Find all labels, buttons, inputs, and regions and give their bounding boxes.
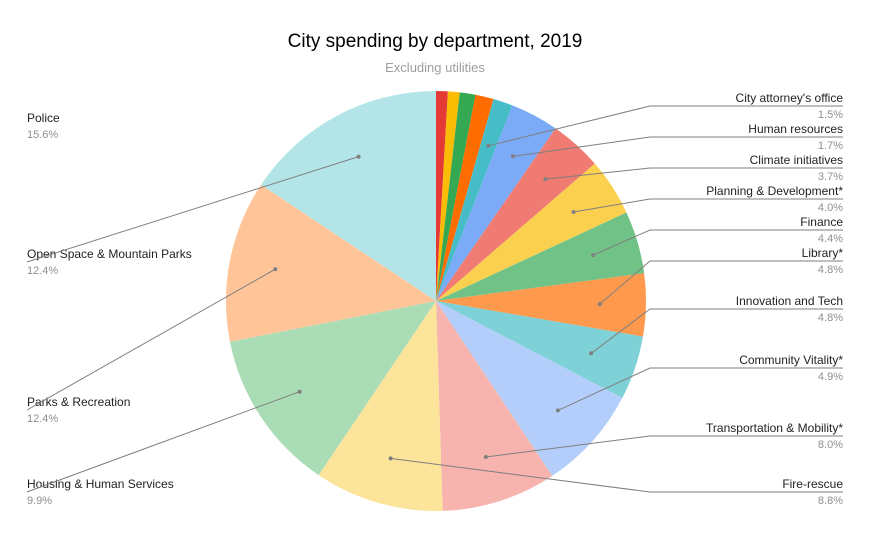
leader-line-housing-human-services xyxy=(26,391,300,493)
label-finance: Finance xyxy=(800,215,843,229)
pct-fire-rescue: 8.8% xyxy=(818,495,843,507)
pie-slice-3 xyxy=(436,94,494,301)
leader-dot-housing-human-services xyxy=(297,389,302,394)
pie-slice-2 xyxy=(436,92,476,301)
pct-library: 4.8% xyxy=(818,264,843,276)
leader-line-library xyxy=(599,260,843,305)
chart-title: City spending by department, 2019 xyxy=(288,31,583,52)
leader-dot-planning-development xyxy=(571,210,576,214)
pie-slice-transportation-mobility xyxy=(436,301,553,511)
label-fire-rescue: Fire-rescue xyxy=(782,477,843,491)
label-innovation-and-tech: Innovation and Tech xyxy=(736,294,843,308)
pct-police: 15.6% xyxy=(27,129,58,141)
leader-dot-finance xyxy=(591,253,596,258)
leader-line-city-attorney-s-office xyxy=(488,105,843,147)
pie-slice-open-space-mountain-parks xyxy=(261,91,436,301)
leader-line-parks-recreation xyxy=(26,268,276,411)
label-human-resources: Human resources xyxy=(748,122,843,136)
leader-dot-open-space-mountain-parks xyxy=(356,154,361,159)
pct-finance: 4.4% xyxy=(818,233,843,245)
leader-line-transportation-mobility xyxy=(485,435,843,458)
label-city-attorney-s-office: City attorney's office xyxy=(736,91,844,105)
pie-slice-planning-development xyxy=(436,163,627,301)
leader-line-fire-rescue xyxy=(390,457,843,493)
pie-slice-library xyxy=(436,273,646,337)
label-parks-recreation: Parks & Recreation xyxy=(27,395,130,409)
pie-slice-housing-human-services xyxy=(230,301,436,476)
leader-line-innovation-and-tech xyxy=(590,308,843,354)
pct-community-vitality: 4.9% xyxy=(818,371,843,383)
pie-slice-1 xyxy=(436,91,460,301)
pct-human-resources: 1.7% xyxy=(818,140,843,152)
leader-line-human-resources xyxy=(512,136,843,157)
leader-dot-library xyxy=(597,302,602,307)
pct-transportation-mobility: 8.0% xyxy=(818,439,843,451)
pct-planning-development: 4.0% xyxy=(818,202,843,214)
leader-line-finance xyxy=(592,229,843,256)
pie-slice-innovation-and-tech xyxy=(436,301,643,398)
leader-line-community-vitality xyxy=(557,367,843,411)
chart-subtitle: Excluding utilities xyxy=(385,60,485,75)
leader-dot-city-attorney-s-office xyxy=(486,143,491,148)
pct-city-attorney-s-office: 1.5% xyxy=(818,109,843,121)
pie-slice-climate-initiatives xyxy=(436,128,595,301)
slice-labels: City attorney's office 1.5%Human resource… xyxy=(26,91,844,507)
leader-line-open-space-mountain-parks xyxy=(26,156,359,263)
pct-parks-recreation: 12.4% xyxy=(27,413,58,425)
pct-innovation-and-tech: 4.8% xyxy=(818,312,843,324)
pie-slice-fire-rescue xyxy=(318,301,443,512)
pie-slice-city-attorney-s-office xyxy=(436,99,513,301)
pie-slice-community-vitality xyxy=(436,301,623,476)
leader-dot-community-vitality xyxy=(555,408,560,413)
pct-open-space-mountain-parks: 12.4% xyxy=(27,265,58,277)
leader-line-planning-development xyxy=(573,198,843,213)
label-police: Police xyxy=(27,111,60,125)
leader-dot-climate-initiatives xyxy=(543,177,548,182)
leader-line-climate-initiatives xyxy=(545,167,843,180)
pie-slice-finance xyxy=(436,212,645,301)
label-housing-human-services: Housing & Human Services xyxy=(27,477,174,491)
leader-dot-innovation-and-tech xyxy=(589,351,594,356)
pie-slice-0 xyxy=(436,91,448,301)
label-climate-initiatives: Climate initiatives xyxy=(750,153,843,167)
label-planning-development: Planning & Development* xyxy=(706,184,843,198)
pie-slice-parks-recreation xyxy=(225,184,436,342)
pct-housing-human-services: 9.9% xyxy=(27,495,52,507)
pct-climate-initiatives: 3.7% xyxy=(818,171,843,183)
label-open-space-mountain-parks: Open Space & Mountain Parks xyxy=(27,247,192,261)
label-transportation-mobility: Transportation & Mobility* xyxy=(706,421,843,435)
leader-dot-human-resources xyxy=(510,154,515,159)
pie-slices xyxy=(225,91,646,512)
label-community-vitality: Community Vitality* xyxy=(739,353,843,367)
leader-dot-fire-rescue xyxy=(388,456,393,461)
label-library: Library* xyxy=(802,246,844,260)
leader-dot-transportation-mobility xyxy=(483,455,488,459)
leader-dot-parks-recreation xyxy=(273,267,278,272)
